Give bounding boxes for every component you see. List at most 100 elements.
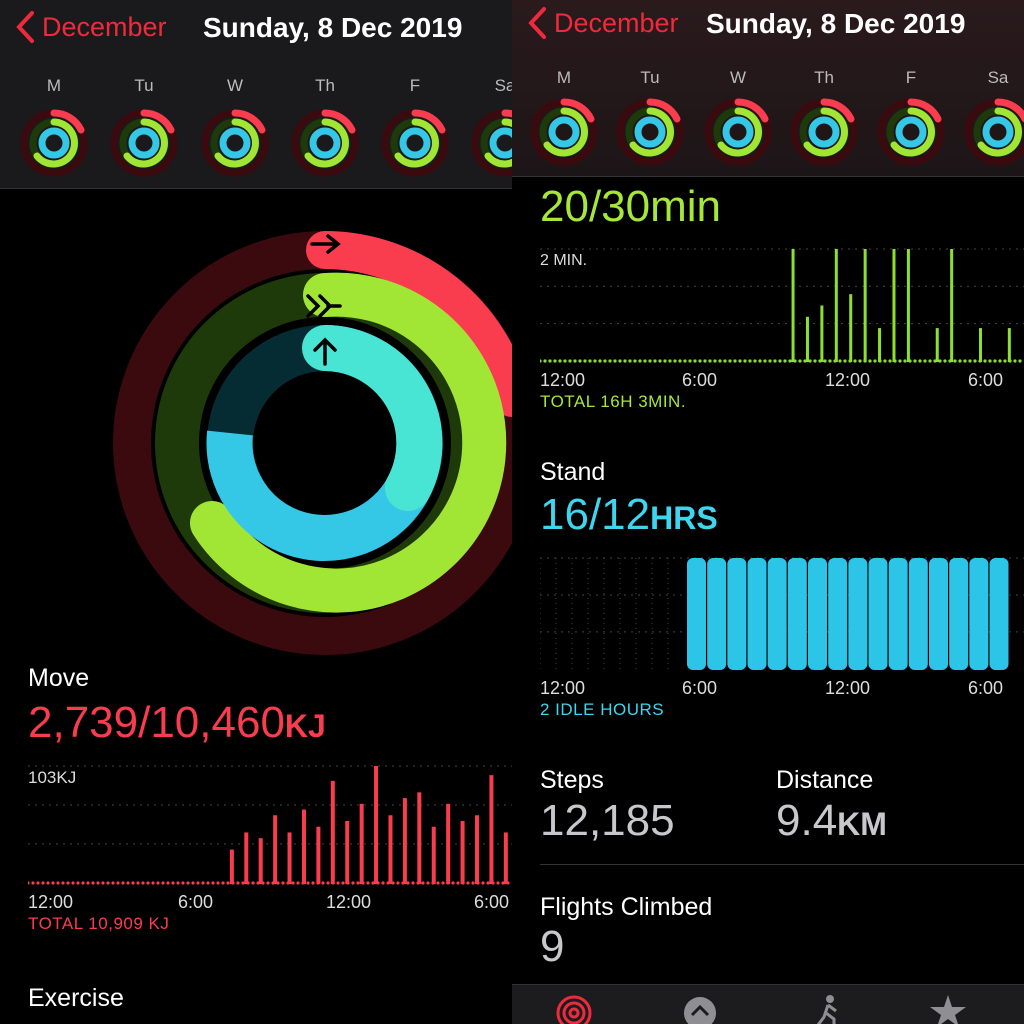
sharing-tab-icon[interactable]	[680, 989, 720, 1024]
chart-bar	[273, 815, 278, 884]
baseline-dot	[723, 359, 727, 363]
baseline-dot	[638, 359, 642, 363]
baseline-dot	[733, 359, 737, 363]
baseline-dot	[156, 881, 160, 885]
back-button-right[interactable]: December	[526, 6, 679, 40]
steps-value: 12,185	[540, 796, 675, 845]
day-ring-3[interactable]	[290, 108, 360, 178]
day-ring-0[interactable]	[529, 97, 599, 167]
day-ring-2[interactable]	[703, 97, 773, 167]
chart-bar	[460, 820, 465, 884]
baseline-dot	[1018, 359, 1022, 363]
baseline-dot	[161, 881, 165, 885]
baseline-dot	[311, 881, 315, 885]
baseline-dot	[843, 359, 847, 363]
baseline-dot	[548, 359, 552, 363]
workouts-tab-icon[interactable]	[808, 989, 848, 1024]
chart-bar	[747, 558, 767, 670]
baseline-dot	[768, 359, 772, 363]
divider	[540, 864, 1024, 865]
exercise-chart	[540, 248, 1024, 363]
steps-label: Steps	[540, 766, 604, 794]
awards-tab-icon[interactable]	[926, 989, 970, 1024]
day-ring-3[interactable]	[789, 97, 859, 167]
baseline-dot	[226, 881, 230, 885]
baseline-dot	[61, 881, 65, 885]
baseline-dot	[903, 359, 907, 363]
baseline-dot	[116, 881, 120, 885]
chevron-left-icon	[528, 7, 546, 39]
day-label-5: Sa	[494, 76, 512, 95]
day-ring-0[interactable]	[19, 108, 89, 178]
chart-bar	[878, 328, 882, 362]
baseline-dot	[628, 359, 632, 363]
chart-bar	[707, 558, 727, 670]
chart-bar	[863, 249, 867, 362]
baseline-dot	[568, 359, 572, 363]
exercise-tick-2: 12:00	[825, 370, 871, 390]
move-tick-0: 12:00	[28, 892, 74, 912]
day-ring-5[interactable]	[470, 108, 512, 178]
chart-bar	[244, 832, 249, 884]
back-label-right: December	[554, 7, 679, 38]
chart-bar	[229, 849, 234, 884]
baseline-dot	[76, 881, 80, 885]
chart-bar	[849, 294, 853, 362]
baseline-dot	[943, 359, 947, 363]
chart-bar	[446, 803, 451, 884]
baseline-dot	[51, 881, 55, 885]
baseline-dot	[36, 881, 40, 885]
baseline-dot	[171, 881, 175, 885]
move-tick-2: 12:00	[326, 892, 372, 912]
baseline-dot	[351, 881, 355, 885]
baseline-dot	[873, 359, 877, 363]
chart-bar	[989, 558, 1009, 670]
day-ring-4[interactable]	[876, 97, 946, 167]
day-ring-1[interactable]	[615, 97, 685, 167]
stand-tick-0: 12:00	[540, 678, 586, 698]
baseline-dot	[783, 359, 787, 363]
baseline-dot	[828, 359, 832, 363]
back-button[interactable]: December	[14, 10, 167, 44]
day-label-2: W	[729, 68, 747, 87]
day-ring-4[interactable]	[380, 108, 450, 178]
baseline-dot	[111, 881, 115, 885]
baseline-dot	[276, 881, 280, 885]
baseline-dot	[763, 359, 767, 363]
left-screen: December Sunday, 8 Dec 2019 M Tu W Th F Sa Mo…	[0, 0, 512, 1012]
exercise-tick-1: 6:00	[682, 370, 718, 390]
baseline-dot	[853, 359, 857, 363]
baseline-dot	[603, 359, 607, 363]
day-label-3: Th	[814, 68, 834, 87]
baseline-dot	[321, 881, 325, 885]
baseline-dot	[593, 359, 597, 363]
baseline-dot	[151, 881, 155, 885]
flights-value: 9	[540, 922, 565, 971]
day-ring-2[interactable]	[200, 108, 270, 178]
day-label-4: F	[905, 68, 917, 87]
baseline-dot	[41, 881, 45, 885]
baseline-dot	[913, 359, 917, 363]
chart-bar	[359, 803, 364, 884]
exercise-label: Exercise	[28, 984, 124, 1012]
day-ring-1[interactable]	[109, 108, 179, 178]
day-ring-5[interactable]	[963, 97, 1024, 167]
baseline-dot	[46, 881, 50, 885]
baseline-dot	[683, 359, 687, 363]
baseline-dot	[738, 359, 742, 363]
baseline-dot	[396, 881, 400, 885]
baseline-dot	[743, 359, 747, 363]
baseline-dot	[106, 881, 110, 885]
baseline-dot	[186, 881, 190, 885]
baseline-dot	[813, 359, 817, 363]
baseline-dot	[888, 359, 892, 363]
baseline-dot	[663, 359, 667, 363]
baseline-dot	[858, 359, 862, 363]
chart-bar	[791, 249, 795, 362]
activity-tab-icon[interactable]	[554, 989, 594, 1024]
baseline-dot	[923, 359, 927, 363]
move-unit: KJ	[284, 708, 326, 744]
chart-bar	[805, 316, 809, 362]
baseline-dot	[281, 881, 285, 885]
stand-value: 16/12HRS	[540, 490, 718, 540]
